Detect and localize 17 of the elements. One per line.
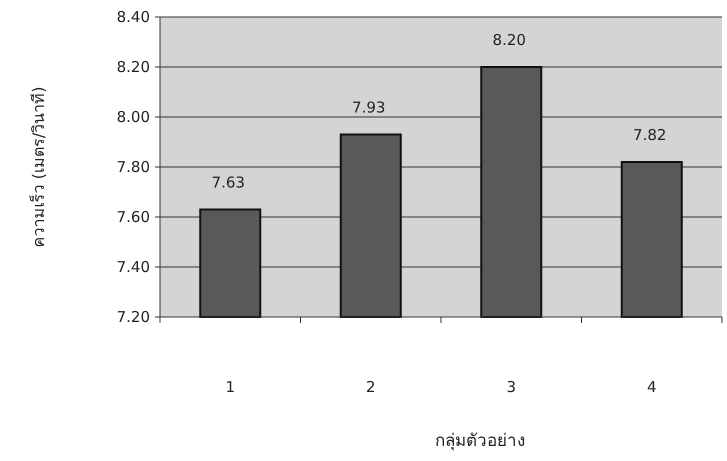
x-tick-label: 4 (646, 378, 657, 396)
x-tick-label: 1 (225, 378, 236, 396)
y-tick-label: 7.40 (116, 258, 150, 276)
y-axis-title: ความเร็ว (เมตร/วินาที) (28, 86, 48, 248)
y-tick-label: 8.00 (116, 108, 150, 126)
y-tick-label: 7.20 (116, 308, 150, 326)
x-tick-label: 3 (506, 378, 516, 396)
data-label: 7.82 (633, 126, 666, 144)
y-tick-label: 8.20 (116, 58, 150, 76)
x-tick-label: 2 (366, 378, 376, 396)
y-tick-label: 8.40 (116, 8, 150, 26)
data-label: 8.20 (492, 31, 526, 49)
data-label: 7.63 (212, 174, 245, 192)
data-label: 7.93 (352, 98, 386, 116)
x-axis-title: กลุ่มตัวอย่าง (435, 431, 525, 451)
y-tick-label: 7.80 (116, 158, 150, 176)
y-tick-label: 7.60 (116, 208, 150, 226)
